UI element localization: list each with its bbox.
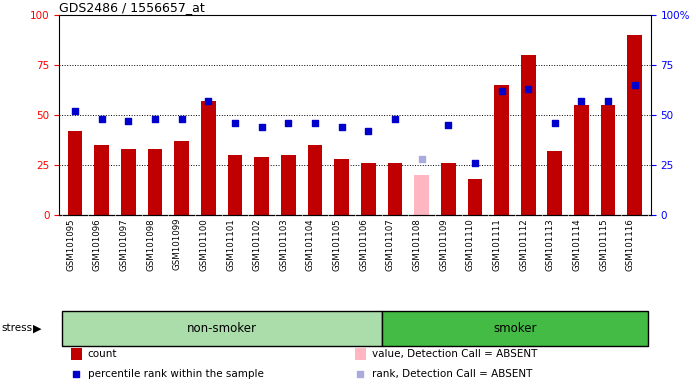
Text: GSM101103: GSM101103 (279, 218, 288, 271)
Text: GSM101113: GSM101113 (546, 218, 555, 271)
Point (336, 124, 347, 130)
Text: count: count (88, 349, 117, 359)
Bar (381, 311, 648, 346)
Text: GSM101108: GSM101108 (413, 218, 422, 271)
Point (389, 116, 400, 122)
Text: non-smoker: non-smoker (187, 322, 257, 335)
Text: GSM101095: GSM101095 (66, 218, 75, 271)
Bar (361, 163, 376, 215)
Text: GSM101111: GSM101111 (493, 218, 502, 271)
Point (416, 156, 427, 162)
Bar (254, 157, 269, 215)
Point (363, 128, 374, 134)
Bar (414, 175, 429, 215)
Bar (601, 105, 615, 215)
Point (96, 116, 107, 122)
Point (283, 120, 294, 126)
Text: GSM101116: GSM101116 (626, 218, 635, 271)
Bar (121, 149, 136, 215)
Point (496, 88, 507, 94)
Bar (62, 311, 381, 346)
Point (443, 122, 454, 128)
Text: GSM101102: GSM101102 (253, 218, 262, 271)
Bar (574, 105, 589, 215)
Bar (308, 145, 322, 215)
Text: GSM101114: GSM101114 (573, 218, 581, 271)
Text: percentile rank within the sample: percentile rank within the sample (88, 369, 263, 379)
Point (469, 160, 480, 166)
Text: GSM101104: GSM101104 (306, 218, 315, 271)
Text: GSM101100: GSM101100 (199, 218, 208, 271)
Text: GSM101096: GSM101096 (93, 218, 102, 271)
Point (176, 116, 187, 122)
Point (230, 120, 241, 126)
Text: smoker: smoker (493, 322, 537, 335)
Text: GSM101109: GSM101109 (439, 218, 448, 271)
Text: stress: stress (1, 323, 33, 333)
Text: GDS2486 / 1556657_at: GDS2486 / 1556657_at (59, 1, 205, 14)
Text: ▶: ▶ (33, 323, 42, 333)
Text: value, Detection Call = ABSENT: value, Detection Call = ABSENT (372, 349, 537, 359)
Text: GSM101097: GSM101097 (120, 218, 129, 271)
Point (603, 98, 614, 104)
Bar (228, 155, 242, 215)
Text: GSM101101: GSM101101 (226, 218, 235, 271)
Point (71, 371, 82, 377)
Text: rank, Detection Call = ABSENT: rank, Detection Call = ABSENT (372, 369, 532, 379)
Point (123, 118, 134, 124)
Point (256, 124, 267, 130)
Text: GSM101099: GSM101099 (173, 218, 182, 270)
Bar (441, 163, 456, 215)
Point (523, 86, 534, 92)
Bar (388, 163, 402, 215)
Point (355, 371, 366, 377)
Bar (627, 35, 642, 215)
Point (70, 108, 81, 114)
Bar (175, 141, 189, 215)
Point (549, 120, 560, 126)
Bar (334, 159, 349, 215)
Point (150, 116, 161, 122)
Bar (521, 55, 535, 215)
Text: GSM101107: GSM101107 (386, 218, 395, 271)
Bar (148, 149, 162, 215)
Text: GSM101115: GSM101115 (599, 218, 608, 271)
Text: GSM101110: GSM101110 (466, 218, 475, 271)
Text: GSM101112: GSM101112 (519, 218, 528, 271)
Bar (95, 145, 109, 215)
Point (629, 82, 640, 88)
Text: GSM101105: GSM101105 (333, 218, 342, 271)
Bar (201, 101, 216, 215)
Point (576, 98, 587, 104)
Text: GSM101098: GSM101098 (146, 218, 155, 271)
Bar (494, 85, 509, 215)
Bar (281, 155, 296, 215)
Bar (355, 348, 365, 360)
Bar (468, 179, 482, 215)
Point (310, 120, 321, 126)
Bar (548, 151, 562, 215)
Bar (68, 131, 83, 215)
Text: GSM101106: GSM101106 (359, 218, 368, 271)
Bar (71, 348, 81, 360)
Point (203, 98, 214, 104)
